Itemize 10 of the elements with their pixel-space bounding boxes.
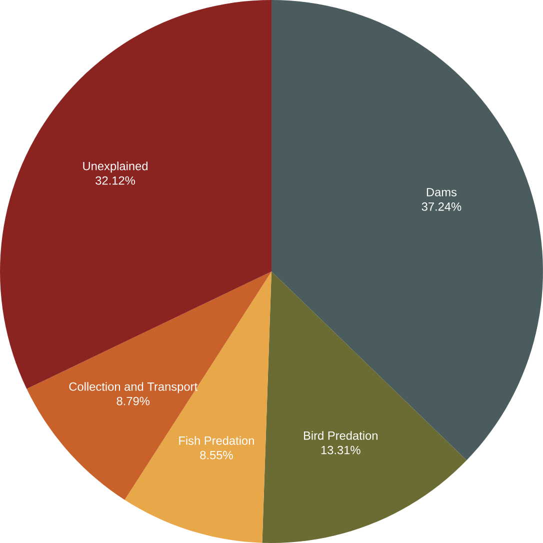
slice-label: Collection and Transport: [69, 382, 198, 394]
slice-label: Bird Predation: [304, 431, 378, 440]
data-label: 8.55%: [200, 450, 233, 460]
data-label: 13.31%: [321, 446, 360, 454]
slice-label: Fish Predation: [179, 436, 254, 445]
slice-label: Unexplained: [83, 162, 148, 173]
data-label: 8.79%: [116, 396, 150, 406]
data-label: 32.12%: [96, 176, 135, 185]
slice-label: Dams: [426, 188, 457, 196]
data-label: 37.24%: [422, 202, 462, 211]
